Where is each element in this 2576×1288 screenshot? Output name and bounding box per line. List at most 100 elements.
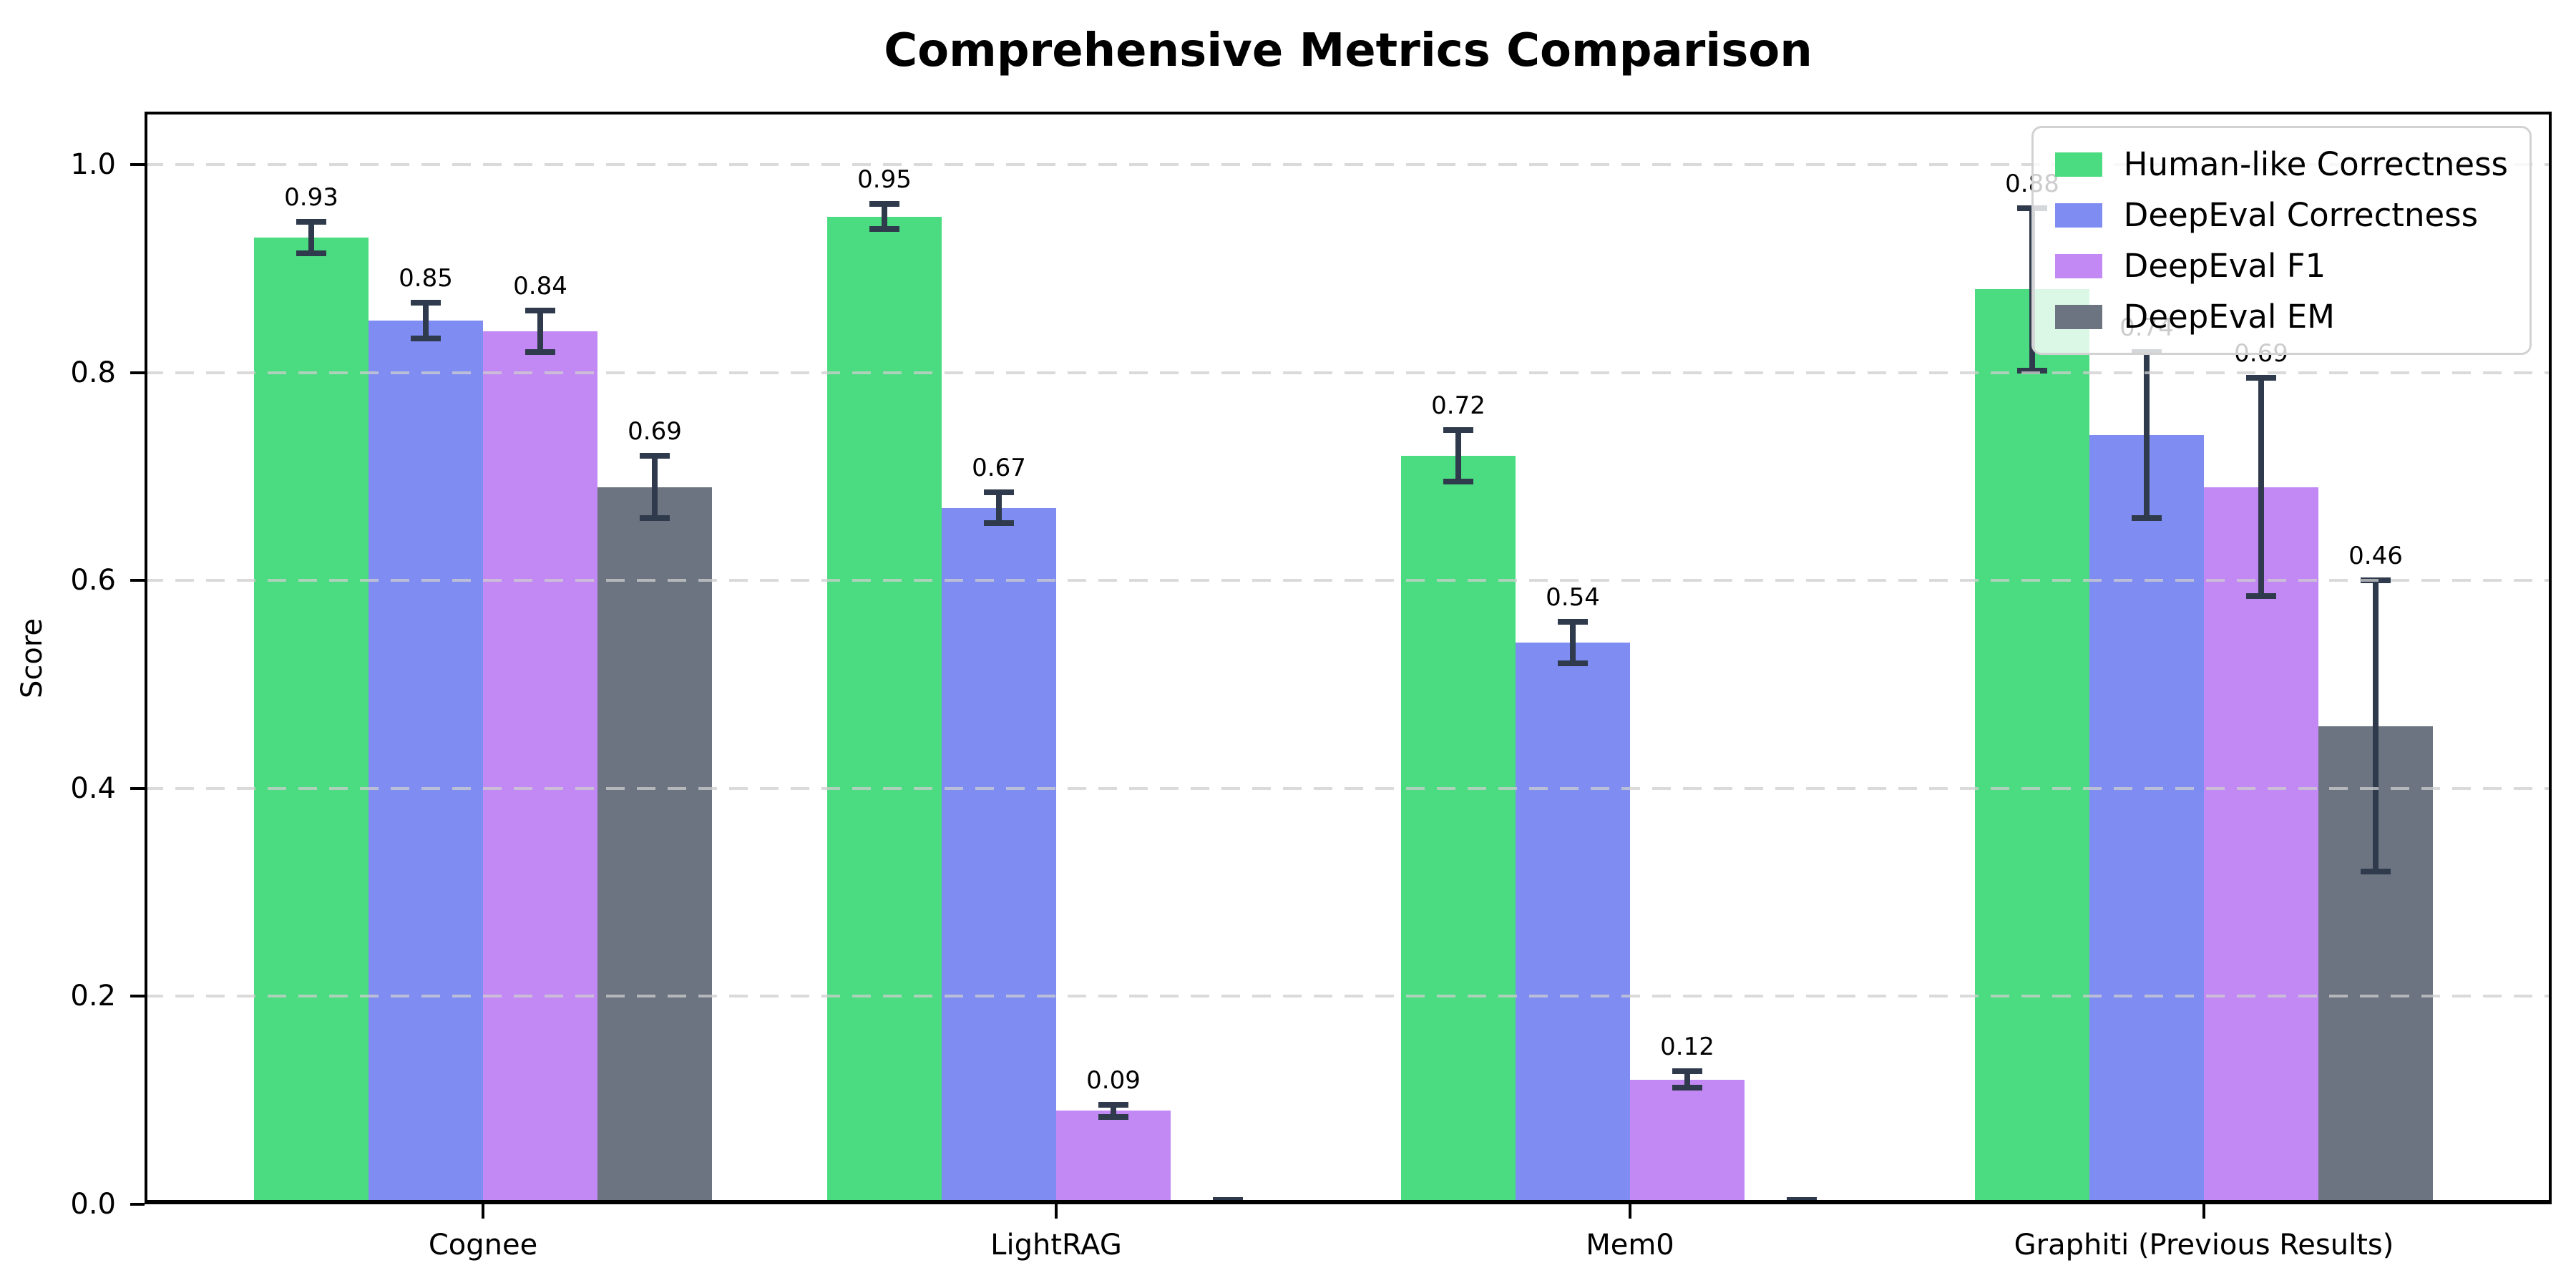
bar-value-label: 0.84 <box>513 271 567 301</box>
error-bar-cap-bottom <box>296 250 326 256</box>
legend-row: DeepEval F1 <box>2054 247 2508 285</box>
error-bar-cap-top <box>1443 426 1473 433</box>
error-bar-cap-bottom <box>1098 1113 1128 1120</box>
x-tick-mark <box>2202 1204 2205 1219</box>
y-tick-mark <box>130 579 145 582</box>
error-bar-cap-bottom <box>411 335 441 341</box>
y-tick-label: 1.0 <box>70 148 116 182</box>
bar <box>1056 1111 1171 1204</box>
error-bar-cap-top <box>1787 1197 1817 1204</box>
bar-value-label: 0.12 <box>1660 1033 1714 1062</box>
legend-row: Human-like Correctness <box>2054 145 2508 183</box>
bar-value-label: 0.72 <box>1431 391 1485 420</box>
legend-swatch <box>2054 304 2102 329</box>
error-bar-cap-bottom <box>1558 660 1588 667</box>
gridline-0.4 <box>145 786 2552 790</box>
error-bar <box>2258 377 2264 597</box>
error-bar-cap-top <box>411 300 441 306</box>
error-bar-cap-bottom <box>984 520 1014 527</box>
gridline-0.2 <box>145 995 2552 998</box>
error-bar-cap-top <box>1672 1068 1702 1075</box>
bar <box>1516 643 1630 1204</box>
error-bar-cap-top <box>525 307 555 313</box>
x-tick-label: Mem0 <box>1586 1229 1674 1262</box>
y-tick-mark <box>130 163 145 167</box>
error-bar-cap-bottom <box>640 515 670 522</box>
error-bar-cap-top <box>296 219 326 225</box>
error-bar-cap-top <box>984 489 1014 495</box>
error-bar-cap-bottom <box>1672 1085 1702 1091</box>
legend-swatch <box>2054 152 2102 177</box>
y-tick-mark <box>130 786 145 790</box>
error-bar <box>882 204 887 230</box>
bar <box>942 507 1056 1204</box>
y-tick-label: 0.2 <box>70 980 116 1013</box>
legend-label: DeepEval F1 <box>2123 247 2326 285</box>
error-bar-cap-bottom <box>2361 869 2391 875</box>
error-bar-cap-bottom <box>2132 515 2162 522</box>
legend-swatch <box>2054 203 2102 228</box>
bar <box>597 487 712 1204</box>
x-tick-mark <box>482 1204 484 1219</box>
error-bar <box>1570 622 1576 664</box>
legend-row: DeepEval EM <box>2054 298 2508 336</box>
legend: Human-like Correctness DeepEval Correctne… <box>2031 126 2532 355</box>
bar <box>1975 289 2089 1204</box>
error-bar <box>308 222 314 253</box>
bar-value-label: 0.85 <box>399 264 453 293</box>
error-bar <box>652 455 658 519</box>
error-bar <box>1455 429 1461 482</box>
bar-value-label: 0.93 <box>284 183 338 213</box>
bar <box>254 237 369 1204</box>
bar <box>1401 455 1516 1204</box>
error-bar-cap-bottom <box>869 226 899 233</box>
error-bar <box>423 303 429 338</box>
error-bar-cap-bottom <box>1443 479 1473 485</box>
error-bar-cap-top <box>1558 619 1588 625</box>
y-tick-mark <box>130 1203 145 1206</box>
error-bar-cap-bottom <box>525 348 555 355</box>
bar-value-label: 0.09 <box>1086 1065 1141 1095</box>
legend-label: DeepEval EM <box>2123 298 2335 336</box>
bar-value-label: 0.46 <box>2348 542 2403 571</box>
error-bar <box>1684 1071 1690 1088</box>
y-tick-label: 0.4 <box>70 771 116 805</box>
gridline-0.6 <box>145 579 2552 582</box>
y-tick-mark <box>130 371 145 374</box>
legend-row: DeepEval Correctness <box>2054 196 2508 234</box>
error-bar-cap-top <box>1213 1197 1243 1204</box>
error-bar-cap-top <box>640 452 670 459</box>
chart-title: Comprehensive Metrics Comparison <box>884 24 1813 77</box>
x-tick-mark <box>1055 1204 1058 1219</box>
error-bar-cap-bottom <box>2246 593 2276 600</box>
bar <box>2089 434 2204 1204</box>
bar-value-label: 0.67 <box>972 453 1026 482</box>
bar-value-label: 0.69 <box>628 416 682 446</box>
error-bar <box>2144 351 2150 519</box>
bar <box>1630 1079 1745 1204</box>
x-tick-label: Graphiti (Previous Results) <box>2014 1229 2394 1262</box>
error-bar <box>2373 580 2379 872</box>
x-tick-mark <box>1629 1204 1631 1219</box>
legend-swatch <box>2054 253 2102 278</box>
error-bar-cap-top <box>1098 1101 1128 1108</box>
legend-label: DeepEval Correctness <box>2123 196 2479 234</box>
bar <box>369 321 483 1204</box>
gridline-1.0 <box>145 163 2552 167</box>
bar <box>827 216 942 1204</box>
error-bar <box>537 310 543 352</box>
plot-area: 0.930.950.720.880.850.670.540.740.840.09… <box>70 112 2552 1262</box>
y-tick-label: 0.0 <box>70 1188 116 1221</box>
y-tick-mark <box>130 995 145 998</box>
x-tick-label: Cognee <box>428 1229 538 1262</box>
bar-value-label: 0.95 <box>857 165 912 195</box>
x-tick-label: LightRAG <box>990 1229 1122 1262</box>
bar-value-label: 0.54 <box>1546 583 1600 613</box>
error-bar <box>1111 1104 1116 1117</box>
bar <box>483 331 597 1204</box>
error-bar-cap-bottom <box>2017 367 2047 374</box>
error-bar-cap-top <box>869 201 899 208</box>
gridline-0.8 <box>145 371 2552 374</box>
y-tick-label: 0.8 <box>70 356 116 389</box>
